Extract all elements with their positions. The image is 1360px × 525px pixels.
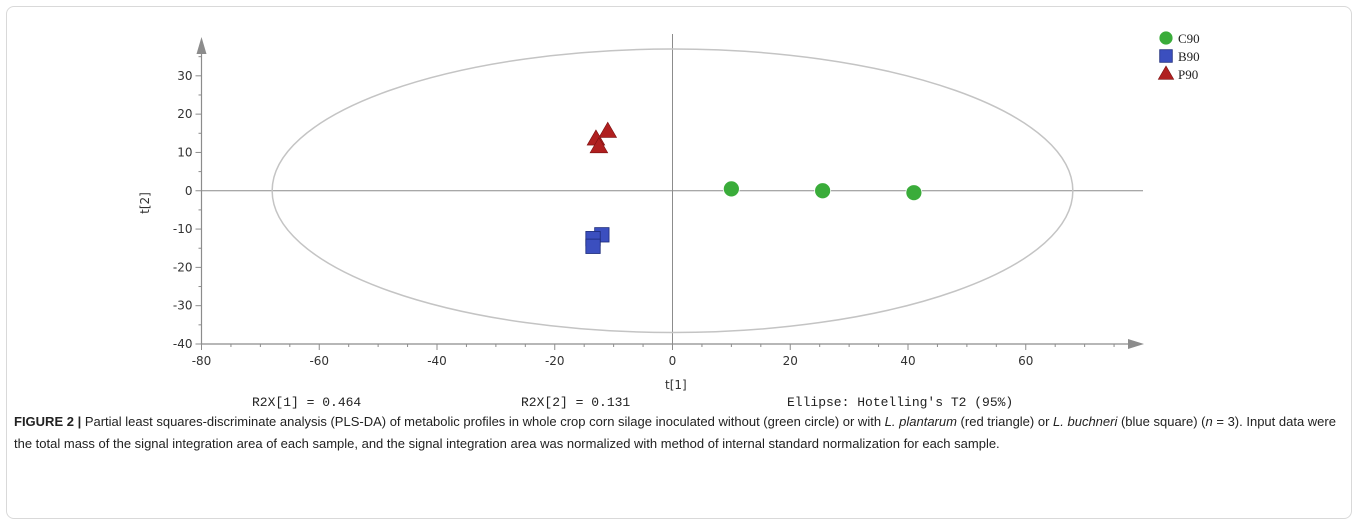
caption-text-1: Partial least squares-discriminate analy… bbox=[81, 414, 885, 429]
x-tick-label: 40 bbox=[900, 354, 915, 368]
figure-label: FIGURE 2 | bbox=[14, 414, 82, 429]
hotelling-t2-ellipse bbox=[271, 48, 1074, 334]
y-tick-label: -20 bbox=[173, 260, 193, 274]
x-tick-label: 0 bbox=[669, 354, 677, 368]
ellipse-label-annotation: Ellipse: Hotelling's T2 (95%) bbox=[787, 395, 1013, 410]
legend-p90-label: P90 bbox=[1178, 67, 1198, 82]
y-tick-label: 0 bbox=[185, 184, 193, 198]
caption-text-4: = 3). Input data were the total mass of … bbox=[14, 414, 1336, 451]
legend-c90-label: C90 bbox=[1178, 31, 1200, 46]
c90-point bbox=[814, 182, 832, 200]
y-tick-label: 30 bbox=[177, 69, 192, 83]
caption-species-buchneri: L. buchneri bbox=[1053, 414, 1118, 429]
y-axis-arrow bbox=[196, 37, 207, 54]
y-tick-label: -10 bbox=[173, 222, 193, 236]
x-tick-label: -20 bbox=[545, 354, 565, 368]
figure-caption: FIGURE 2 | Partial least squares-discrim… bbox=[14, 411, 1346, 454]
b90-point bbox=[585, 238, 601, 254]
y-axis-label: t[2] bbox=[138, 192, 152, 214]
data-points bbox=[585, 121, 923, 254]
y-tick-label: -40 bbox=[173, 337, 193, 351]
x-tick-label: -80 bbox=[192, 354, 212, 368]
c90-point bbox=[905, 184, 923, 202]
y-tick-label: -30 bbox=[173, 299, 193, 313]
x-axis-arrow bbox=[1128, 339, 1144, 349]
x-tick-label: -40 bbox=[427, 354, 447, 368]
legend: C90 B90 P90 bbox=[1157, 30, 1200, 82]
hotelling-ellipse bbox=[271, 48, 1074, 334]
x-axis-label: t[1] bbox=[665, 378, 687, 392]
r2x2-annotation: R2X[2] = 0.131 bbox=[521, 395, 630, 410]
legend-p90-marker bbox=[1157, 65, 1175, 80]
y-tick-label: 20 bbox=[177, 107, 192, 121]
caption-text-3: (blue square) ( bbox=[1117, 414, 1206, 429]
legend-c90-marker bbox=[1158, 30, 1174, 46]
caption-species-plantarum: L. plantarum bbox=[884, 414, 957, 429]
x-tick-label: 60 bbox=[1018, 354, 1033, 368]
p90-point bbox=[589, 136, 609, 154]
c90-point bbox=[722, 180, 740, 198]
caption-n-symbol: n bbox=[1205, 414, 1213, 429]
figure-frame bbox=[6, 6, 1352, 519]
y-tick-label: 10 bbox=[177, 145, 192, 159]
annotations: R2X[1] = 0.464 R2X[2] = 0.131 Ellipse: H… bbox=[138, 192, 1013, 410]
r2x1-annotation: R2X[1] = 0.464 bbox=[252, 395, 361, 410]
caption-text-2: (red triangle) or bbox=[956, 414, 1054, 429]
legend-b90-label: B90 bbox=[1178, 49, 1200, 64]
axes: -80 -60 -40 -20 0 20 40 60 -40 -30 -20 -10 0 10 20 30 bbox=[173, 34, 1144, 368]
legend-b90-marker bbox=[1159, 49, 1173, 63]
p90-point bbox=[598, 121, 618, 138]
pls-da-scatter-plot: -80 -60 -40 -20 0 20 40 60 -40 -30 -20 -10 0 10 20 30 C… bbox=[138, 30, 1200, 410]
x-tick-label: -60 bbox=[309, 354, 329, 368]
x-tick-label: 20 bbox=[783, 354, 798, 368]
